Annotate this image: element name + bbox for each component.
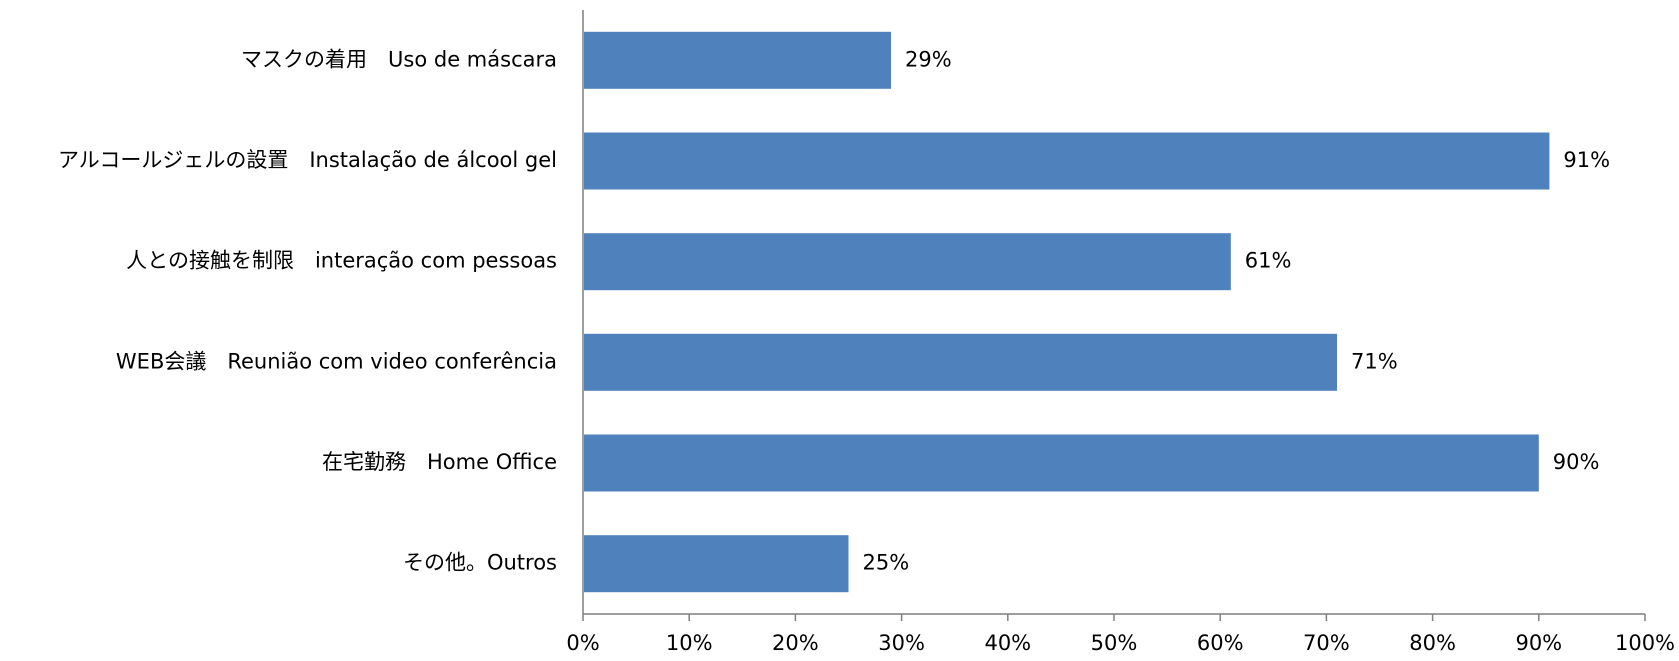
x-tick-label-1: 10% <box>666 631 713 655</box>
category-label-2: 人との接触を制限 interação com pessoas <box>126 249 557 273</box>
category-label-4: 在宅勤務 Home Office <box>322 450 557 474</box>
bar-5 <box>584 535 849 593</box>
x-tick-label-3: 30% <box>878 631 925 655</box>
category-label-1: アルコールジェルの設置 Instalação de álcool gel <box>58 148 557 172</box>
labels-layer: 29% マスクの着用 Uso de máscara 91% アルコールジェルの設置 I… <box>58 47 1675 655</box>
data-label-3: 71% <box>1351 349 1398 373</box>
bar-1 <box>584 132 1550 190</box>
x-tick-label-7: 70% <box>1303 631 1350 655</box>
x-tick-label-9: 90% <box>1515 631 1562 655</box>
x-tick-label-8: 80% <box>1409 631 1456 655</box>
x-tick-label-0: 0% <box>566 631 599 655</box>
data-label-1: 91% <box>1563 148 1610 172</box>
category-label-5: その他。Outros <box>403 551 557 575</box>
category-label-0: マスクの着用 Uso de máscara <box>241 47 557 71</box>
x-tick-label-10: 100% <box>1615 631 1675 655</box>
data-label-0: 29% <box>905 47 952 71</box>
bar-3 <box>584 333 1337 391</box>
x-tick-label-5: 50% <box>1091 631 1138 655</box>
axes-layer <box>582 10 1646 621</box>
bar-4 <box>584 434 1539 492</box>
x-tick-label-4: 40% <box>984 631 1031 655</box>
data-label-5: 25% <box>863 551 910 575</box>
x-tick-label-6: 60% <box>1197 631 1244 655</box>
bar-2 <box>584 233 1231 291</box>
x-tick-label-2: 20% <box>772 631 819 655</box>
bar-0 <box>584 31 891 89</box>
data-label-2: 61% <box>1245 249 1292 273</box>
category-label-3: WEB会議 Reunião com video conferência <box>116 349 557 373</box>
data-label-4: 90% <box>1553 450 1600 474</box>
bars-layer <box>584 31 1550 593</box>
